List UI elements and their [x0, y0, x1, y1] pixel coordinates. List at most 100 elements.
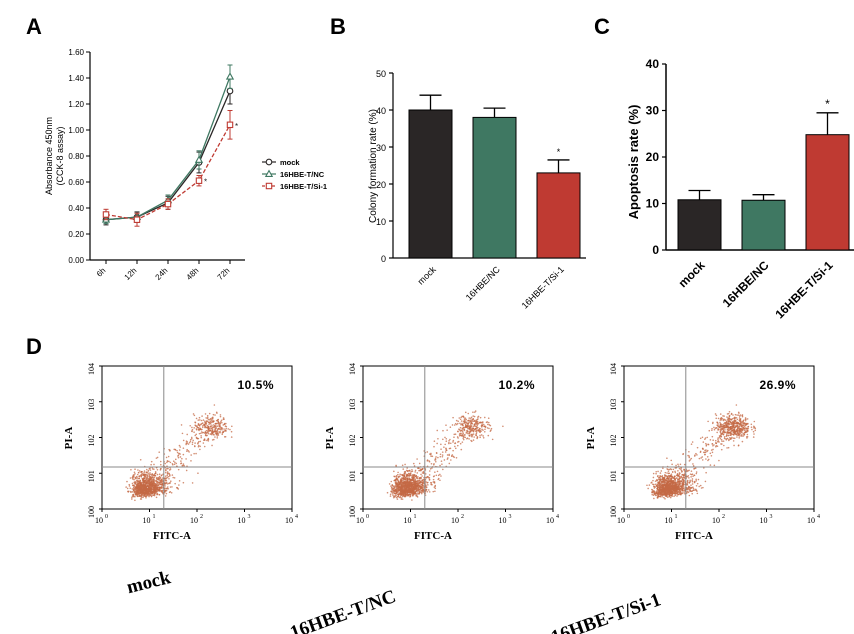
flow-dot — [468, 438, 470, 440]
flow-dot — [416, 485, 419, 487]
flow-dot — [730, 413, 733, 416]
flow-dot — [201, 415, 203, 417]
flow-dot — [179, 446, 182, 448]
flow-dot — [456, 444, 459, 447]
flow-dot — [452, 455, 455, 458]
flow-dot — [732, 440, 735, 442]
flow-dot — [213, 404, 216, 406]
flow-dot — [686, 482, 689, 485]
flow-dot — [403, 495, 406, 497]
flow-dot — [153, 494, 156, 497]
flow-dot — [404, 470, 407, 473]
flow-dot — [455, 456, 458, 459]
flow-xtick-exponent: 1 — [153, 514, 156, 520]
flow-dot — [736, 414, 738, 416]
a-significance-star: * — [235, 122, 238, 131]
flow-dot — [430, 462, 433, 465]
flow-dot — [657, 486, 659, 488]
flow-dot — [149, 490, 151, 493]
flow-xtick-label: 10 — [238, 516, 246, 525]
flow-dot — [134, 482, 136, 484]
flow-dot — [397, 479, 399, 482]
flow-dot — [159, 488, 161, 490]
flow-dot — [470, 416, 473, 419]
flow-dot — [418, 489, 420, 491]
flow-dot — [169, 482, 172, 484]
flow-dot — [464, 426, 467, 428]
flow-dot — [414, 487, 417, 489]
flow-dot — [218, 424, 220, 426]
flow-dot — [673, 477, 676, 480]
a-ytick-label: 0.80 — [68, 152, 84, 161]
flow-xtick-label: 10 — [665, 516, 673, 525]
c-xtick-label: mock — [676, 258, 708, 290]
flow-dot — [398, 486, 401, 489]
flow-dot — [681, 483, 684, 486]
flow-dot — [439, 455, 442, 458]
flow-dot — [460, 448, 463, 451]
flow-xtick-exponent: 0 — [627, 514, 630, 520]
b-ytick-label: 20 — [376, 180, 386, 190]
flow-dot — [189, 438, 192, 441]
c-ylabel: Apoptosis rate (%) — [626, 105, 641, 220]
flow-percent: 10.2% — [498, 378, 535, 392]
flow-dot — [177, 456, 180, 459]
flow-dot — [147, 491, 150, 493]
flow-dot — [661, 483, 664, 486]
flow-dot — [735, 416, 738, 419]
flow-dot — [475, 432, 478, 434]
flow-dot — [225, 425, 228, 428]
flow-dot — [437, 437, 439, 440]
flow-dot — [704, 453, 706, 456]
flow-dot — [170, 491, 173, 494]
flow-dot — [745, 424, 747, 427]
a-ytick-label: 1.20 — [68, 100, 84, 109]
flow-dot — [166, 467, 168, 470]
flow-dot — [677, 481, 680, 483]
flow-dot — [688, 488, 690, 491]
flow-dot — [445, 424, 447, 426]
a-series-3 — [102, 110, 234, 227]
flow-dot — [720, 438, 723, 441]
flow-dot — [229, 428, 231, 431]
flow-dot — [659, 491, 662, 494]
flow-dot — [140, 471, 142, 474]
flow-dot — [201, 426, 204, 429]
flow-dot — [675, 491, 678, 493]
flow-dot — [155, 496, 158, 499]
flow-dot — [482, 435, 484, 437]
flow-xtick-exponent: 2 — [722, 514, 725, 520]
flow-dot — [478, 422, 481, 424]
flow-dot — [452, 416, 454, 419]
flow-dot — [210, 419, 212, 421]
flow-dot — [713, 428, 716, 431]
a-xtick-label: 12h — [123, 266, 139, 282]
flow-dot — [456, 422, 459, 425]
flow-dot — [150, 485, 153, 488]
flow-dot — [732, 437, 735, 439]
flow-dot — [193, 427, 195, 429]
flow-dot — [474, 425, 477, 428]
flow-xtick-label: 10 — [451, 516, 459, 525]
flow-dot — [410, 470, 412, 473]
flow-dot — [674, 494, 677, 497]
flow-dot — [409, 491, 412, 493]
a-point — [102, 211, 110, 218]
flow-dot — [146, 481, 148, 483]
flow-dot — [686, 488, 689, 490]
flow-xtick-label: 10 — [546, 516, 554, 525]
flow-dot — [203, 423, 205, 426]
flow-dot — [698, 485, 701, 488]
flow-dot — [219, 428, 222, 431]
flow-dot — [728, 411, 731, 413]
flow-dot — [142, 481, 144, 484]
flow-dot — [667, 470, 670, 472]
flow-dot — [724, 429, 726, 431]
flow-dot — [650, 482, 652, 484]
flow-dot — [211, 444, 213, 447]
flow-dot — [144, 485, 147, 488]
flow-xtick-exponent: 4 — [817, 514, 820, 520]
flow-dot — [164, 471, 167, 474]
flow-dot — [719, 421, 721, 424]
